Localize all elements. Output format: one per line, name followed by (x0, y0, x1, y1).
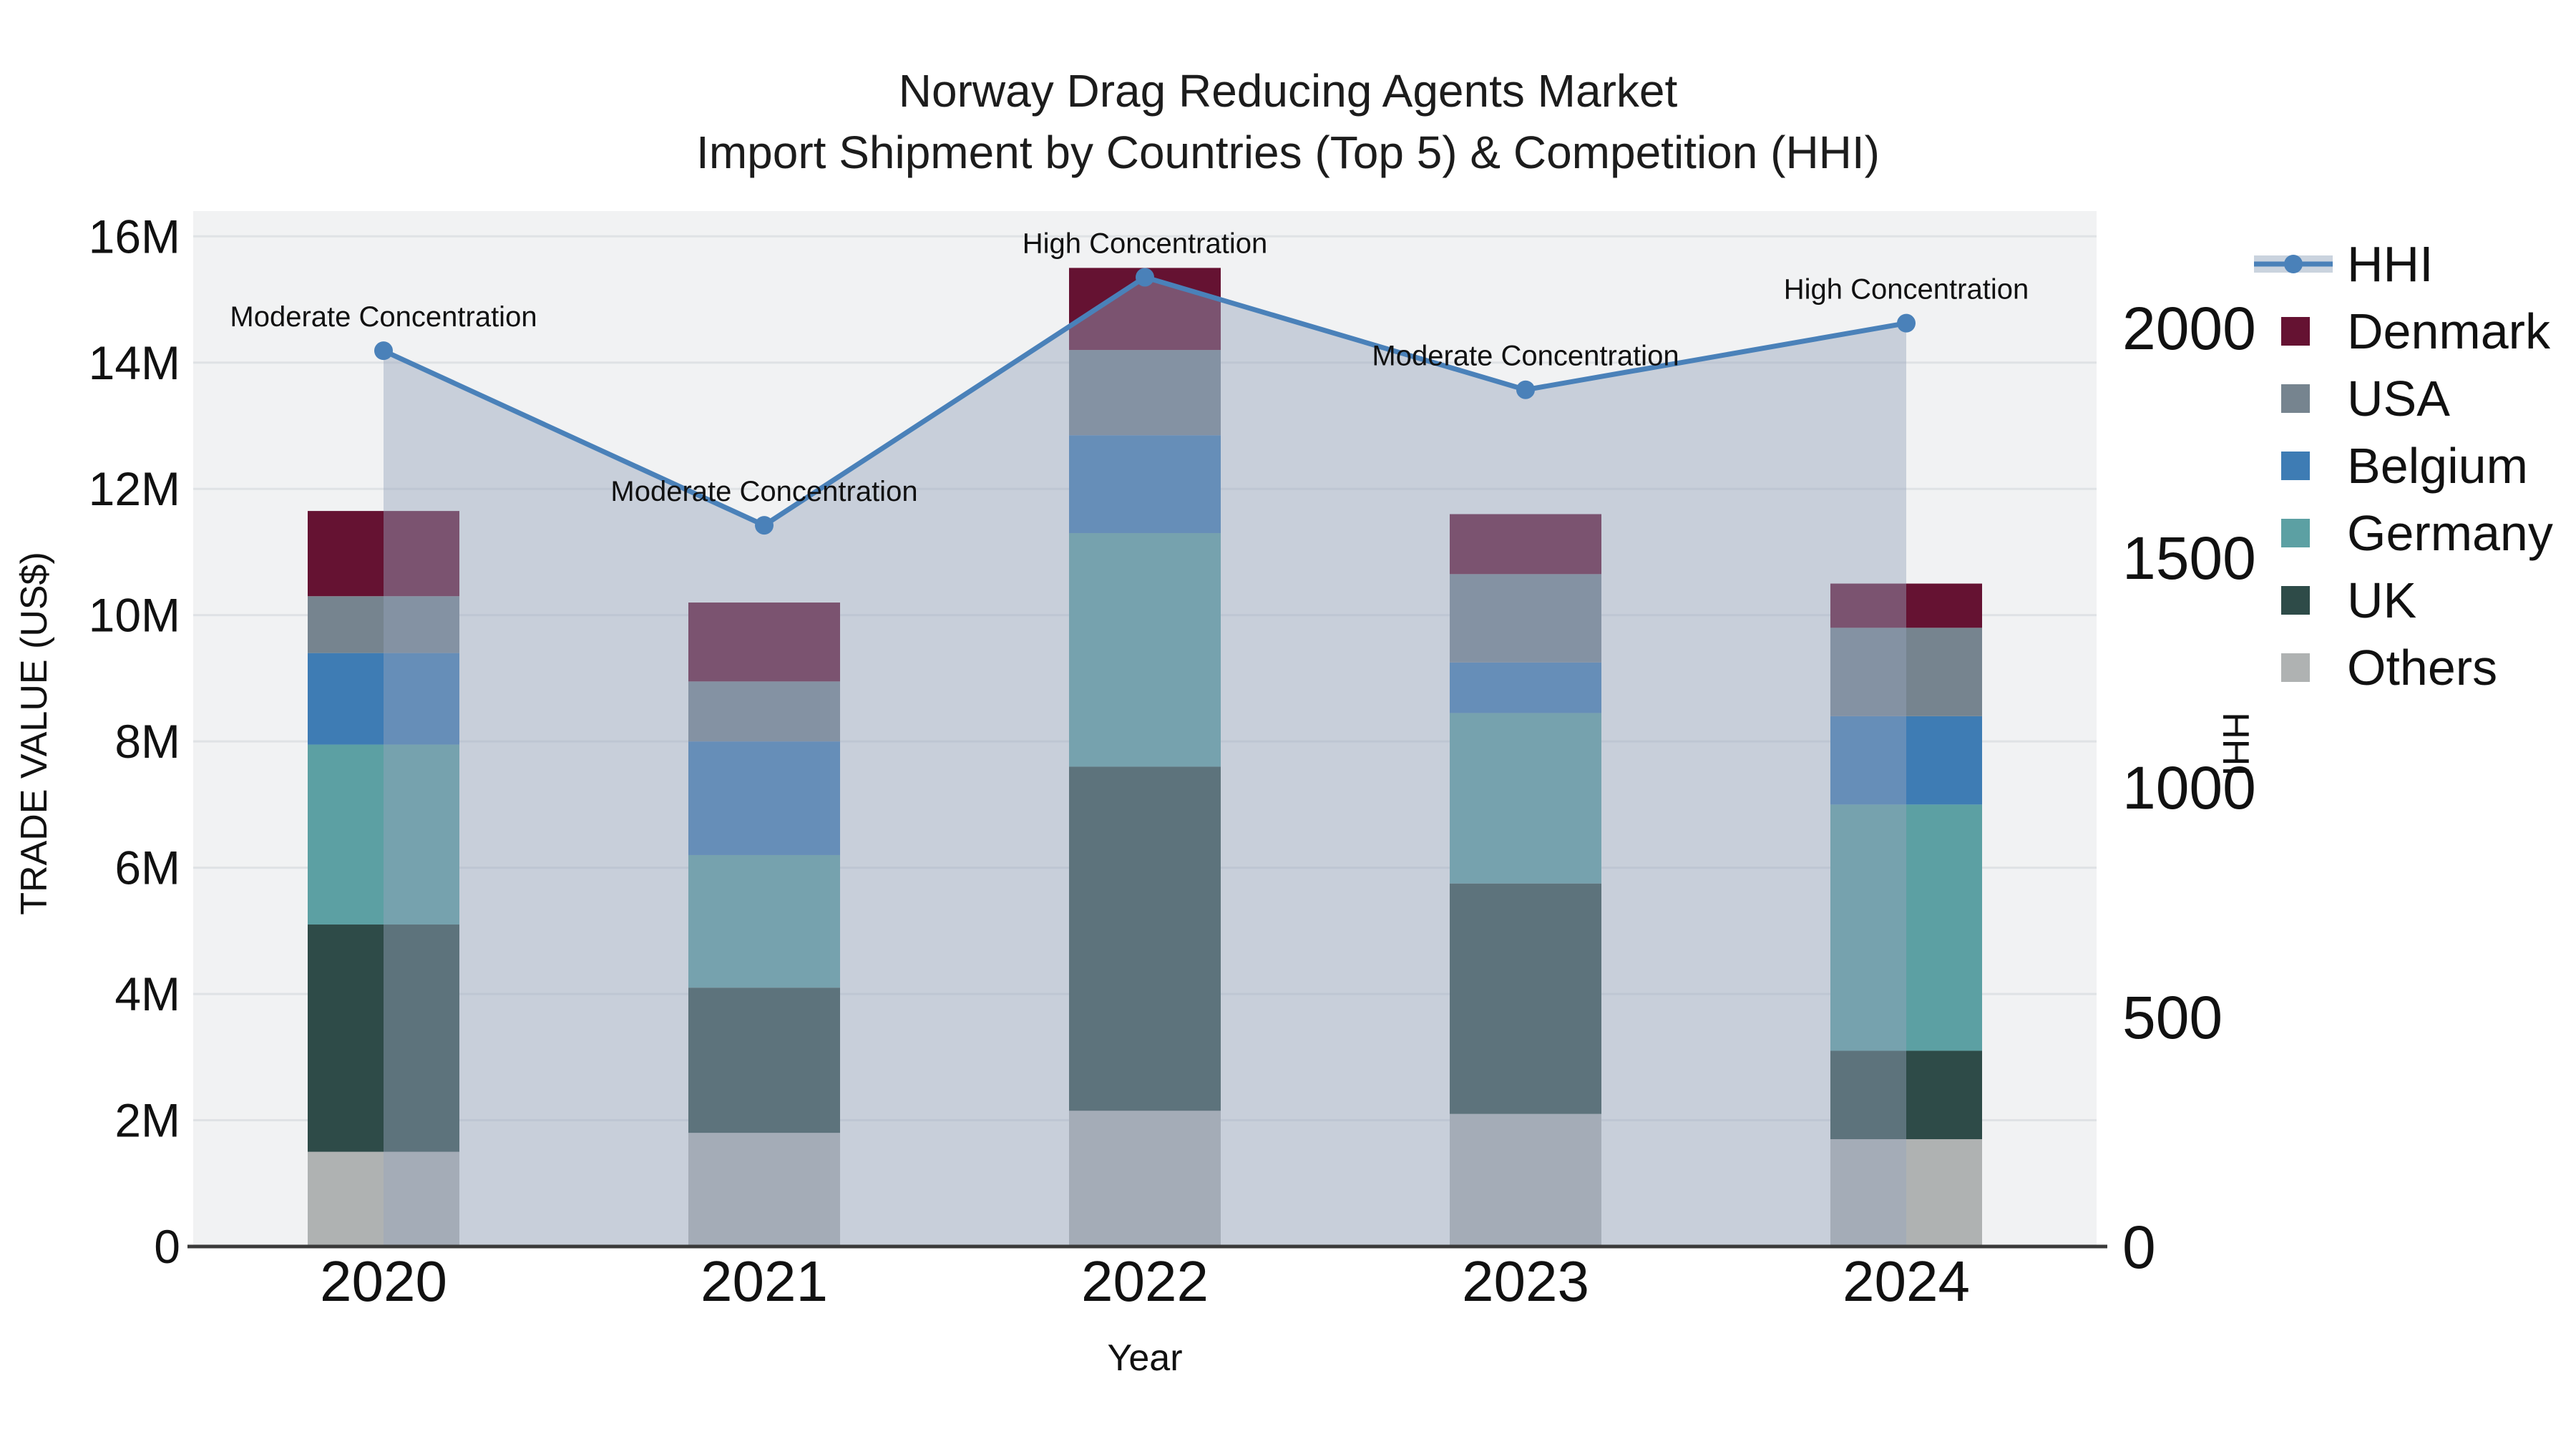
bar-segment-usa-2020[interactable] (308, 596, 459, 653)
y-right-tick-label: 2000 (2122, 295, 2256, 362)
belgium-swatch-icon (2281, 452, 2310, 480)
legend-label-denmark: Denmark (2347, 303, 2550, 359)
bar-segment-uk-2022[interactable] (1069, 766, 1221, 1111)
legend-item-usa[interactable]: USA (2254, 365, 2553, 432)
y-right-tick-label: 0 (2122, 1214, 2156, 1281)
y-left-tick-label: 16M (89, 210, 180, 263)
bar-segment-usa-2022[interactable] (1069, 350, 1221, 436)
bar-segment-belgium-2024[interactable] (1830, 716, 1982, 805)
legend-item-others[interactable]: Others (2254, 634, 2553, 701)
x-tick-label-2020: 2020 (320, 1249, 447, 1313)
bar-segment-usa-2021[interactable] (688, 681, 840, 742)
y-right-axis-title: HHI (2215, 712, 2256, 776)
y-right-tick-label: 1000 (2122, 754, 2256, 821)
y-left-tick-label: 8M (114, 715, 180, 768)
legend-item-hhi[interactable]: HHI (2254, 230, 2553, 298)
bar-segment-uk-2020[interactable] (308, 924, 459, 1152)
bar-segment-belgium-2023[interactable] (1450, 662, 1601, 713)
y-left-tick-label: 4M (114, 967, 180, 1020)
others-swatch-icon (2281, 653, 2310, 682)
legend-label-others: Others (2347, 640, 2498, 696)
bar-segment-germany-2020[interactable] (308, 744, 459, 925)
bar-segment-usa-2023[interactable] (1450, 574, 1601, 663)
bar-segment-germany-2024[interactable] (1830, 804, 1982, 1051)
chart-title: Norway Drag Reducing Agents Market Impor… (0, 60, 2576, 183)
annotation-2021: Moderate Concentration (610, 476, 917, 507)
x-tick-label-2023: 2023 (1462, 1249, 1589, 1313)
legend-item-belgium[interactable]: Belgium (2254, 432, 2553, 499)
y-right-tick-label: 1500 (2122, 525, 2256, 592)
bar-segment-uk-2021[interactable] (688, 987, 840, 1133)
hhi-area-fill (384, 277, 1906, 1247)
annotation-2022: High Concentration (1023, 228, 1267, 259)
bar-segment-others-2021[interactable] (688, 1133, 840, 1246)
annotation-2023: Moderate Concentration (1372, 341, 1679, 372)
bar-segment-belgium-2022[interactable] (1069, 435, 1221, 533)
bar-segment-usa-2024[interactable] (1830, 628, 1982, 716)
legend-label-belgium: Belgium (2347, 438, 2528, 494)
legend-label-germany: Germany (2347, 505, 2553, 561)
bar-segment-germany-2022[interactable] (1069, 532, 1221, 767)
bar-segment-denmark-2021[interactable] (688, 602, 840, 682)
x-axis-title: Year (1107, 1337, 1183, 1379)
bar-segment-uk-2024[interactable] (1830, 1050, 1982, 1140)
denmark-swatch-icon (2281, 317, 2310, 346)
bar-segment-belgium-2021[interactable] (688, 741, 840, 855)
y-left-tick-label: 14M (89, 336, 180, 389)
bar-segment-others-2022[interactable] (1069, 1111, 1221, 1246)
bar-segment-denmark-2023[interactable] (1450, 514, 1601, 575)
annotation-2024: High Concentration (1784, 274, 2029, 306)
bar-segment-others-2023[interactable] (1450, 1113, 1601, 1246)
hhi-marker-2023[interactable] (1516, 380, 1535, 399)
y-right-tick-label: 500 (2122, 984, 2223, 1051)
bar-segment-uk-2023[interactable] (1450, 883, 1601, 1114)
bar-segment-others-2024[interactable] (1830, 1139, 1982, 1246)
y-left-tick-label: 10M (89, 589, 180, 642)
y-left-axis-title: TRADE VALUE (US$) (14, 552, 55, 915)
chart-title-line-2: Import Shipment by Countries (Top 5) & C… (696, 127, 1880, 178)
chart-title-line-1: Norway Drag Reducing Agents Market (898, 65, 1678, 117)
annotation-2020: Moderate Concentration (230, 301, 537, 333)
y-left-tick-label: 12M (89, 462, 180, 515)
y-left-tick-label: 0 (154, 1220, 180, 1273)
bar-segment-denmark-2020[interactable] (308, 511, 459, 597)
legend-item-denmark[interactable]: Denmark (2254, 298, 2553, 365)
bar-segment-denmark-2024[interactable] (1830, 583, 1982, 628)
bar-segment-germany-2021[interactable] (688, 854, 840, 988)
hhi-marker-2024[interactable] (1897, 313, 1916, 333)
uk-swatch-icon (2281, 586, 2310, 615)
hhi-marker-2021[interactable] (755, 516, 774, 535)
germany-swatch-icon (2281, 519, 2310, 547)
y-left-tick-label: 2M (114, 1094, 180, 1147)
y-left-tick-label: 6M (114, 841, 180, 894)
legend-label-uk: UK (2347, 572, 2417, 628)
legend-item-germany[interactable]: Germany (2254, 499, 2553, 567)
x-tick-label-2024: 2024 (1843, 1249, 1970, 1313)
bar-segment-belgium-2020[interactable] (308, 653, 459, 745)
bar-segment-others-2020[interactable] (308, 1151, 459, 1246)
x-tick-label-2021: 2021 (701, 1249, 828, 1313)
legend-label-usa: USA (2347, 371, 2450, 426)
hhi-marker-2022[interactable] (1136, 268, 1154, 287)
legend-item-uk[interactable]: UK (2254, 567, 2553, 634)
hhi-marker-2020[interactable] (374, 341, 393, 361)
legend: HHI Denmark USA Belgium Germany UK Other… (2254, 230, 2553, 701)
usa-swatch-icon (2281, 384, 2310, 413)
hhi-line-icon (2254, 248, 2338, 280)
x-tick-label-2022: 2022 (1081, 1249, 1209, 1313)
bar-segment-germany-2023[interactable] (1450, 713, 1601, 884)
legend-label-hhi: HHI (2347, 236, 2434, 292)
